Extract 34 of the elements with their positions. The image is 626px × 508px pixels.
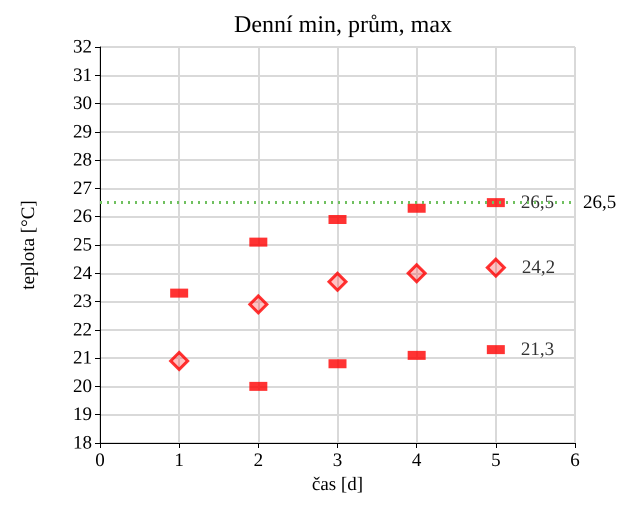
data-label: 24,2 (522, 257, 556, 278)
y-tick-label: 24 (73, 262, 92, 284)
y-tick-label: 31 (73, 64, 92, 86)
x-tick-label: 2 (254, 450, 264, 471)
point (486, 258, 506, 278)
y-tick-label: 26 (73, 206, 92, 228)
x-tick-label: 0 (95, 450, 105, 471)
chart-title: Denní min, prům, max (234, 12, 452, 38)
y-tick-label: 32 (73, 36, 92, 58)
point (406, 263, 427, 284)
point (328, 272, 348, 292)
point (169, 350, 190, 371)
y-axis-title: teplota [°C] (18, 200, 39, 290)
y-tick-label: 28 (73, 150, 92, 171)
data-label: 26,5 (520, 192, 554, 214)
y-tick-label: 21 (73, 348, 92, 369)
y-tick-label: 29 (73, 121, 92, 142)
x-tick-label: 5 (491, 450, 501, 471)
y-tick-label: 30 (73, 93, 92, 114)
y-tick-label: 27 (73, 178, 92, 199)
x-axis-title: čas [d] (312, 474, 364, 495)
point (248, 294, 268, 314)
x-tick-label: 6 (570, 450, 580, 471)
x-tick-label: 1 (174, 450, 184, 471)
y-tick-label: 18 (73, 432, 92, 454)
y-tick-label: 20 (73, 376, 92, 397)
y-tick-label: 22 (73, 319, 92, 340)
x-tick-label: 4 (412, 450, 422, 471)
ref-line-label: 26,5 (583, 192, 616, 214)
y-tick-label: 23 (73, 291, 92, 312)
data-label: 21,3 (520, 339, 554, 360)
x-tick-label: 3 (332, 450, 342, 471)
y-tick-label: 25 (73, 234, 92, 256)
y-tick-label: 19 (73, 404, 92, 426)
